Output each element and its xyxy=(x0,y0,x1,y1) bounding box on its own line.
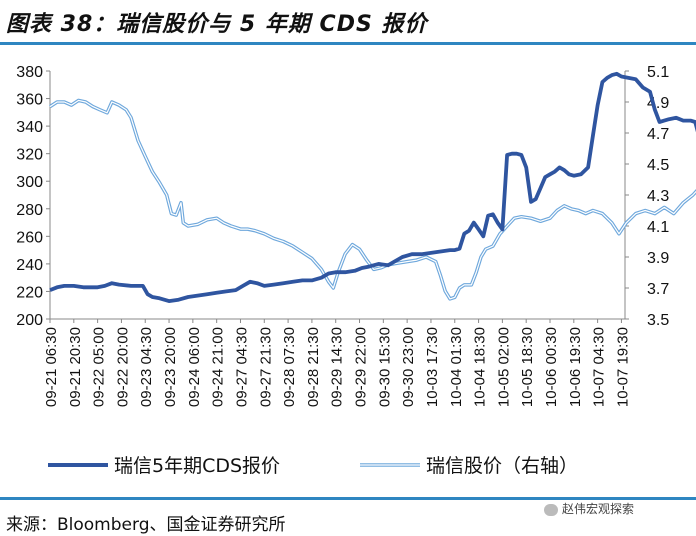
left-tick-label: 280 xyxy=(16,202,43,219)
series-price-line-inner xyxy=(49,99,696,300)
watermark-text: 赵伟宏观探索 xyxy=(562,502,635,516)
x-tick-label: 10-06 00:30 xyxy=(543,327,560,407)
left-tick-label: 200 xyxy=(16,312,43,329)
legend-cds-label: 瑞信5年期CDS报价 xyxy=(114,455,280,477)
x-tick-label: 10-03 17:30 xyxy=(424,327,441,407)
x-tick-label: 09-22 05:00 xyxy=(91,327,108,407)
line-chart: 200 220 240 260 280 300 320 340 360 380 3.5 3.7 3.9… xyxy=(16,64,696,477)
x-tick-label: 09-22 20:00 xyxy=(114,327,131,407)
x-tick-label: 09-27 04:30 xyxy=(233,327,250,407)
right-tick-label: 3.7 xyxy=(647,281,669,298)
x-tick-label: 09-24 21:00 xyxy=(210,327,227,407)
right-tick-label: 3.5 xyxy=(647,312,669,329)
x-tick-label: 09-24 06:00 xyxy=(186,327,203,407)
x-tick-label: 10-05 18:30 xyxy=(519,327,536,407)
right-tick-label: 4.3 xyxy=(647,188,669,205)
wechat-icon xyxy=(544,503,558,516)
left-tick-label: 240 xyxy=(16,257,43,274)
footer-rule xyxy=(0,497,696,500)
x-tick-label: 09-29 22:00 xyxy=(353,327,370,407)
x-tick-label: 10-04 01:30 xyxy=(448,327,465,407)
left-tick-label: 320 xyxy=(16,147,43,164)
x-tick-label: 09-27 21:30 xyxy=(257,327,274,407)
left-tick-label: 260 xyxy=(16,229,43,246)
x-tick-label: 10-04 18:30 xyxy=(472,327,489,407)
left-tick-label: 340 xyxy=(16,119,43,136)
chart-title: 图表 38：瑞信股价与 5 年期 CDS 报价 xyxy=(6,12,428,37)
x-tick-label: 09-28 07:30 xyxy=(281,327,298,407)
x-tick-label: 09-30 23:00 xyxy=(400,327,417,407)
right-tick-label: 4.7 xyxy=(647,126,669,143)
x-tick-label: 09-21 06:30 xyxy=(43,327,60,407)
x-tick-label: 10-07 19:30 xyxy=(614,327,631,407)
right-tick-label: 3.9 xyxy=(647,250,669,267)
x-tick-label: 09-30 15:30 xyxy=(376,327,393,407)
x-tick-label: 09-23 20:00 xyxy=(162,327,179,407)
legend-price-label: 瑞信股价（右轴） xyxy=(426,455,578,477)
series-cds-line xyxy=(49,71,696,304)
x-tick-label: 10-06 19:30 xyxy=(567,327,584,407)
left-tick-label: 360 xyxy=(16,92,43,109)
x-tick-label: 09-28 21:30 xyxy=(305,327,322,407)
left-tick-label: 220 xyxy=(16,284,43,301)
watermark: 赵伟宏观探索 xyxy=(544,500,634,517)
x-tick-label: 09-23 04:30 xyxy=(138,327,155,407)
right-tick-label: 4.5 xyxy=(647,157,669,174)
source-note: 来源：Bloomberg、国金证券研究所 xyxy=(6,515,286,535)
x-tick-label: 09-21 20:30 xyxy=(67,327,84,407)
right-tick-label: 4.1 xyxy=(647,219,669,236)
left-tick-label: 380 xyxy=(16,64,43,81)
header-rule xyxy=(0,42,696,45)
right-tick-label: 5.1 xyxy=(647,64,669,81)
left-tick-label: 300 xyxy=(16,174,43,191)
x-tick-label: 10-07 04:30 xyxy=(591,327,608,407)
x-tick-label: 09-29 14:30 xyxy=(329,327,346,407)
x-tick-label: 10-05 02:00 xyxy=(495,327,512,407)
